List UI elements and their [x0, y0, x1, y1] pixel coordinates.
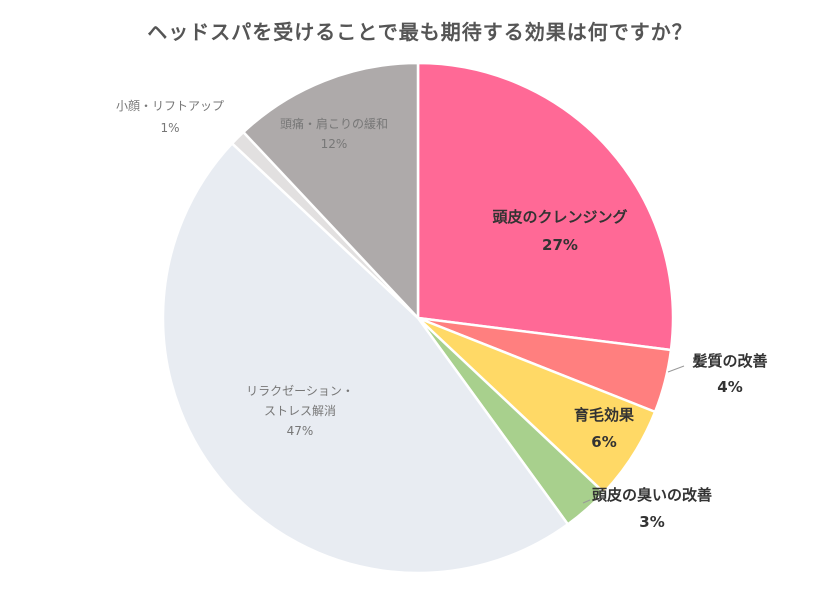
slice-name: 髪質の改善 [691, 352, 767, 370]
slice-percent: 12% [321, 137, 348, 151]
slice-name: ストレス解消 [264, 404, 336, 418]
slice-label: 頭皮のクレンジング 27% [492, 208, 627, 254]
slice-percent: 3% [639, 513, 664, 531]
leader-lines [582, 365, 685, 504]
slice-label: 頭皮の臭いの改善 3% [592, 486, 712, 531]
slice-percent: 27% [542, 236, 578, 254]
slice-label: リラクゼーション・ストレス解消 47% [246, 384, 354, 438]
slice-name: 頭皮のクレンジング [492, 208, 627, 226]
chart-title: ヘッドスパを受けることで最も期待する効果は何ですか？ [147, 20, 693, 44]
slice-label: 頭痛・肩こりの緩和 12% [280, 116, 388, 151]
slice-name: 小顔・リフトアップ [116, 98, 224, 113]
slice-label: 育毛効果 6% [574, 406, 635, 451]
leader-line [582, 499, 591, 504]
pie-slice [416, 61, 675, 352]
pie-slices [161, 61, 675, 575]
slice-percent: 47% [287, 424, 314, 438]
slice-labels: 頭皮のクレンジング 27% 髪質の改善 4% 育毛効果 6% 頭皮の臭いの改善 3% リラクゼー… [116, 98, 768, 531]
slice-name: 頭皮の臭いの改善 [592, 486, 712, 504]
slice-name: 育毛効果 [574, 406, 635, 424]
slice-label: 髪質の改善 4% [691, 352, 767, 396]
leader-line [667, 365, 685, 373]
slice-percent: 6% [591, 433, 616, 451]
slice-percent: 4% [717, 378, 742, 396]
pie-slice [161, 142, 570, 575]
slice-percent: 1% [160, 121, 179, 135]
slice-name: リラクゼーション・ [246, 384, 354, 398]
slice-label: 小顔・リフトアップ 1% [116, 98, 224, 135]
slice-name: 頭痛・肩こりの緩和 [280, 116, 388, 131]
pie-slice [242, 61, 420, 320]
